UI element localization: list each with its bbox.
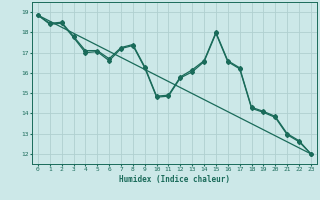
X-axis label: Humidex (Indice chaleur): Humidex (Indice chaleur) <box>119 175 230 184</box>
